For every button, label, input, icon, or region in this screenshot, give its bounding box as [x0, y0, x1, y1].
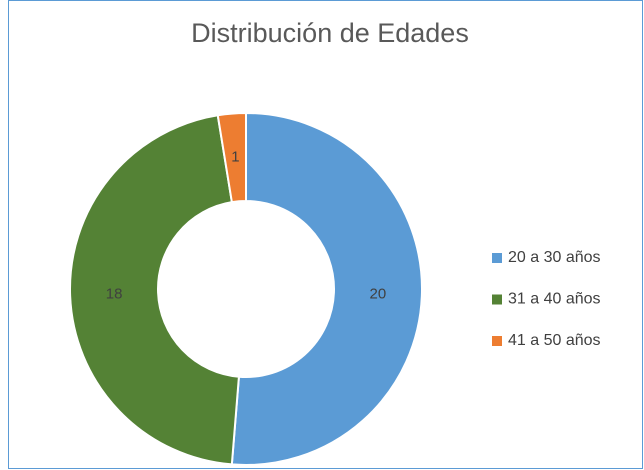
- legend-label: 31 a 40 años: [508, 291, 601, 308]
- slice: [230, 111, 423, 466]
- legend-label: 20 a 30 años: [508, 249, 601, 266]
- legend-swatch: [492, 336, 502, 346]
- data-label: 18: [106, 285, 123, 302]
- chart-title: Distribución de Edades: [191, 18, 469, 48]
- slice: [216, 111, 247, 204]
- legend-swatch: [492, 253, 502, 263]
- data-label: 1: [231, 148, 239, 165]
- legend-label: 41 a 50 años: [508, 332, 601, 349]
- legend-swatch: [492, 294, 502, 305]
- data-label: 20: [370, 285, 387, 302]
- slice: [69, 114, 240, 466]
